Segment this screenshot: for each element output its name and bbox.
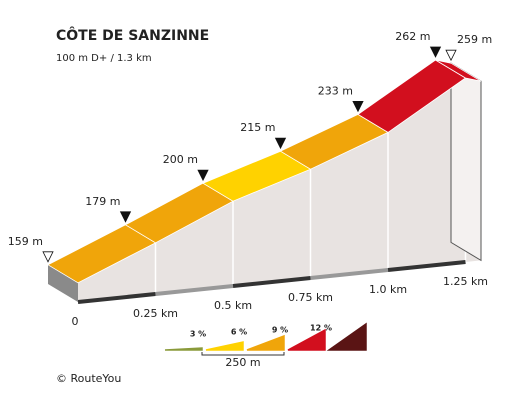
legend-swatch xyxy=(246,334,285,351)
chart-title: CÔTE DE SANZINNE xyxy=(56,26,209,44)
x-tick-label: 1.25 km xyxy=(443,275,488,288)
left-face xyxy=(48,264,78,302)
legend-swatch xyxy=(164,347,203,351)
base-segment xyxy=(310,268,389,280)
base-segment xyxy=(232,276,311,288)
value-label: 262 m xyxy=(395,30,430,43)
scale-bar xyxy=(201,352,285,356)
value-label: 233 m xyxy=(318,84,353,97)
x-tick-label: 0 xyxy=(72,315,79,328)
segment xyxy=(435,59,482,82)
legend-swatch xyxy=(287,328,326,351)
base-segment xyxy=(77,292,156,304)
legend-label: 6 % xyxy=(231,328,247,337)
x-tick-label: 0.25 km xyxy=(133,307,178,320)
chart-subtitle: 100 m D+ / 1.3 km xyxy=(56,53,152,64)
x-tick-label: 0.75 km xyxy=(288,291,333,304)
legend-label: 12 % xyxy=(310,324,332,333)
copyright: © RouteYou xyxy=(56,372,121,385)
value-label: 215 m xyxy=(240,121,275,134)
x-tick-label: 0.5 km xyxy=(214,299,252,312)
base-segment xyxy=(155,284,234,296)
legend-label: 3 % xyxy=(190,330,206,339)
front-face xyxy=(78,78,481,302)
value-label: 200 m xyxy=(163,153,198,166)
marker xyxy=(429,46,442,58)
legend-swatch xyxy=(205,341,244,351)
marker xyxy=(119,211,132,223)
legend-swatch xyxy=(326,322,367,351)
marker xyxy=(352,101,364,113)
marker xyxy=(445,49,457,62)
value-label: 179 m xyxy=(85,195,120,208)
scale-label: 250 m xyxy=(225,356,260,369)
legend-label: 9 % xyxy=(272,326,288,335)
value-label: 259 m xyxy=(457,33,492,46)
marker xyxy=(42,251,54,263)
value-label: 159 m xyxy=(8,235,43,248)
x-tick-label: 1.0 km xyxy=(369,283,407,296)
marker xyxy=(197,169,209,182)
marker xyxy=(274,137,287,150)
base-segment xyxy=(387,260,466,272)
right-face xyxy=(450,62,482,262)
